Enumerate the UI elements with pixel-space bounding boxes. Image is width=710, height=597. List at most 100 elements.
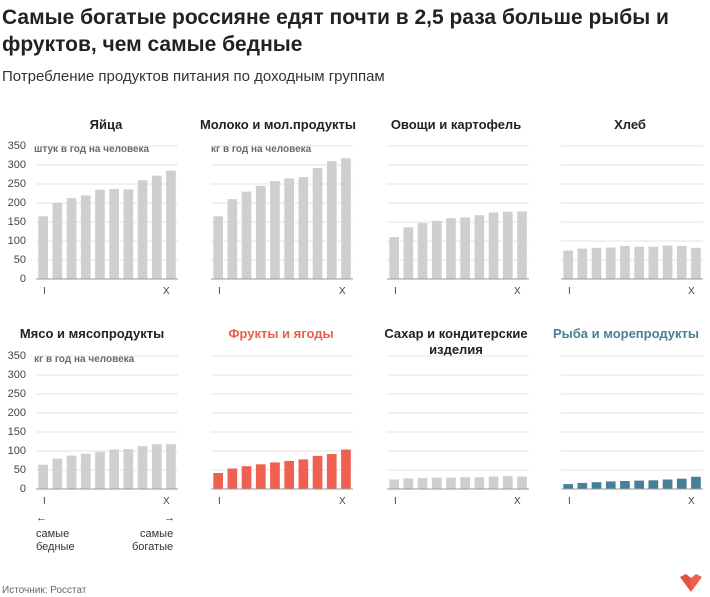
- brand-logo-icon: [680, 574, 702, 592]
- chart-meat: [36, 355, 178, 490]
- chart-title-eggs: Яйца: [89, 117, 123, 132]
- x-tick-last: X: [339, 496, 346, 507]
- bar-fruits-VII: [298, 459, 309, 489]
- poor-arrow: ←: [36, 512, 47, 524]
- y-tick-label: 150: [7, 216, 26, 228]
- bar-bread-I: [563, 250, 573, 279]
- bar-meat-VIII: [137, 446, 148, 489]
- bar-vegetables-VI: [460, 217, 470, 279]
- bar-fruits-IX: [326, 454, 337, 489]
- bar-meat-V: [95, 451, 105, 489]
- chart-fruits: [211, 355, 353, 490]
- bar-vegetables-X: [517, 211, 527, 279]
- chart-title-vegetables: Овощи и картофель: [390, 117, 522, 132]
- bar-eggs-VIII: [137, 180, 148, 279]
- y-tick-label: 0: [19, 483, 26, 495]
- bar-sugar-I: [389, 479, 399, 489]
- y-tick-label: 250: [7, 178, 26, 190]
- bar-fruits-VIII: [312, 455, 323, 489]
- y-tick-label: 50: [13, 464, 26, 476]
- bar-sugar-X: [517, 476, 527, 489]
- bar-bread-VI: [634, 246, 644, 279]
- bar-milk-I: [213, 216, 223, 279]
- bar-sugar-V: [446, 477, 456, 489]
- y-tick-label: 200: [7, 197, 26, 209]
- page-subtitle: Потребление продуктов питания по доходны…: [2, 68, 385, 85]
- bar-milk-III: [241, 191, 252, 279]
- chart-title-fish: Рыба и морепродукты: [553, 326, 699, 341]
- x-tick-first: I: [394, 286, 397, 297]
- bar-bread-X: [691, 247, 701, 279]
- bar-vegetables-VIII: [488, 212, 499, 279]
- bar-eggs-X: [166, 170, 176, 279]
- y-tick-label: 100: [7, 235, 26, 247]
- bar-milk-II: [227, 199, 238, 279]
- page-title: Самые богатые россияне едят почти в 2,5 …: [2, 6, 669, 56]
- bar-milk-VII: [298, 177, 309, 279]
- bar-bread-II: [577, 248, 588, 279]
- bar-meat-IX: [151, 444, 162, 489]
- bar-milk-X: [341, 158, 351, 279]
- bar-fish-IV: [605, 481, 616, 489]
- bar-eggs-II: [52, 203, 63, 279]
- bar-bread-IV: [605, 247, 616, 279]
- y-tick-label: 300: [7, 369, 26, 381]
- x-tick-last: X: [514, 496, 521, 507]
- bar-sugar-VII: [474, 477, 485, 489]
- unit-label-meat: кг в год на человека: [34, 354, 135, 365]
- x-tick-last: X: [688, 286, 695, 297]
- bar-fruits-VI: [284, 460, 294, 489]
- bar-fish-II: [577, 482, 588, 489]
- poor-label-line1: самые: [36, 528, 70, 540]
- chart-vegetables: [387, 145, 529, 280]
- bar-fish-IX: [676, 478, 687, 489]
- poor-label-line2: бедные: [36, 541, 75, 553]
- bar-eggs-VI: [109, 188, 119, 279]
- bar-fish-X: [691, 476, 701, 489]
- chart-title-meat: Мясо и мясопродукты: [19, 326, 165, 341]
- bar-milk-IV: [255, 185, 266, 279]
- x-tick-first: I: [218, 496, 221, 507]
- chart-title-milk: Молоко и мол.продукты: [199, 117, 357, 132]
- x-tick-last: X: [514, 286, 521, 297]
- bar-sugar-IX: [502, 476, 513, 489]
- bar-bread-V: [620, 245, 630, 279]
- chart-eggs: [36, 145, 178, 280]
- rich-arrow: →: [164, 512, 175, 524]
- chart-sugar: [387, 355, 529, 490]
- unit-label-eggs: штук в год на человека: [34, 144, 150, 155]
- bar-eggs-VII: [123, 189, 134, 279]
- bar-fruits-I: [213, 473, 223, 489]
- bar-milk-VIII: [312, 168, 323, 279]
- bar-meat-III: [66, 455, 77, 489]
- chart-bread: [561, 145, 703, 280]
- bar-eggs-V: [95, 189, 105, 279]
- bar-meat-VI: [109, 449, 119, 489]
- bar-sugar-VIII: [488, 476, 499, 489]
- y-tick-label: 250: [7, 388, 26, 400]
- bar-vegetables-III: [417, 223, 428, 279]
- bar-fish-VIII: [662, 479, 673, 489]
- y-tick-label: 350: [7, 350, 26, 362]
- bar-eggs-III: [66, 198, 77, 279]
- bar-meat-II: [52, 458, 63, 489]
- y-tick-label: 300: [7, 159, 26, 171]
- bar-sugar-III: [417, 478, 428, 489]
- x-tick-last: X: [339, 286, 346, 297]
- bar-meat-VII: [123, 449, 134, 489]
- x-tick-first: I: [218, 286, 221, 297]
- source-note: Источник: Росстат: [2, 585, 87, 596]
- bar-bread-IX: [676, 245, 687, 279]
- bar-milk-VI: [284, 178, 294, 279]
- bar-bread-VII: [648, 246, 659, 279]
- x-tick-first: I: [568, 496, 571, 507]
- bar-bread-III: [591, 247, 602, 279]
- rich-label-line2: богатые: [132, 541, 174, 553]
- bar-fruits-II: [227, 468, 238, 489]
- x-tick-last: X: [163, 286, 170, 297]
- rich-label-line1: самые: [140, 528, 174, 540]
- chart-title-bread: Хлеб: [614, 117, 646, 132]
- bar-meat-IV: [80, 453, 91, 489]
- bar-sugar-IV: [431, 477, 442, 489]
